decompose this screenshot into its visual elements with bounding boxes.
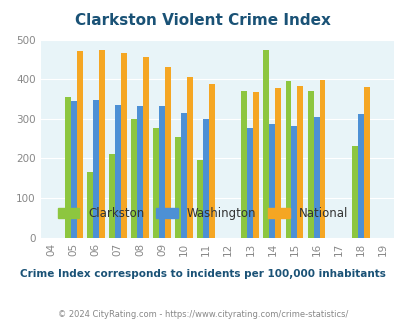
Bar xyxy=(307,91,313,238)
Bar xyxy=(187,77,192,238)
Bar xyxy=(263,50,269,238)
Bar xyxy=(275,88,281,238)
Bar xyxy=(70,101,77,238)
Bar xyxy=(291,125,297,238)
Bar xyxy=(297,85,303,238)
Bar xyxy=(269,124,275,238)
Bar xyxy=(175,137,181,238)
Bar xyxy=(285,81,291,238)
Bar xyxy=(253,92,259,238)
Bar xyxy=(136,106,143,238)
Bar xyxy=(65,97,70,238)
Bar xyxy=(143,57,149,238)
Bar xyxy=(164,67,171,238)
Bar xyxy=(209,84,215,238)
Bar xyxy=(197,160,202,238)
Bar xyxy=(98,50,104,238)
Bar xyxy=(181,113,187,238)
Bar xyxy=(131,119,136,238)
Legend: Clarkston, Washington, National: Clarkston, Washington, National xyxy=(53,203,352,225)
Bar xyxy=(93,100,98,238)
Bar xyxy=(159,106,164,238)
Bar xyxy=(77,51,83,238)
Bar xyxy=(319,81,325,238)
Bar xyxy=(247,128,253,238)
Bar xyxy=(363,87,369,238)
Bar xyxy=(115,105,121,238)
Bar xyxy=(109,154,115,238)
Bar xyxy=(313,117,319,238)
Text: © 2024 CityRating.com - https://www.cityrating.com/crime-statistics/: © 2024 CityRating.com - https://www.city… xyxy=(58,310,347,319)
Text: Crime Index corresponds to incidents per 100,000 inhabitants: Crime Index corresponds to incidents per… xyxy=(20,269,385,279)
Bar xyxy=(87,172,93,238)
Bar xyxy=(153,127,159,238)
Text: Clarkston Violent Crime Index: Clarkston Violent Crime Index xyxy=(75,13,330,28)
Bar xyxy=(202,119,209,238)
Bar xyxy=(241,91,247,238)
Bar xyxy=(121,53,126,238)
Bar xyxy=(357,114,363,238)
Bar xyxy=(351,146,357,238)
